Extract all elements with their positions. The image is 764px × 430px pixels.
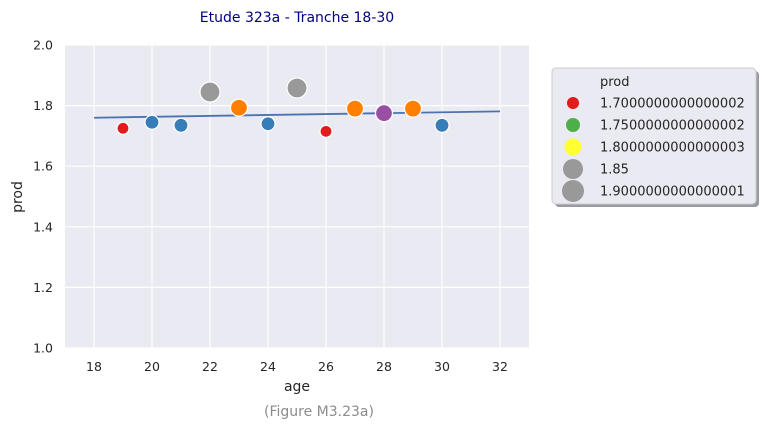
legend-marker (567, 97, 579, 109)
x-tick-label: 20 (144, 359, 160, 374)
data-point (116, 121, 130, 135)
legend-title: prod (600, 75, 630, 90)
legend-label: 1.7500000000000002 (600, 119, 745, 134)
data-point (374, 104, 394, 123)
legend-label: 1.85 (600, 163, 629, 178)
data-point (319, 124, 333, 138)
figure-caption: (Figure M3.23a) (264, 404, 374, 420)
y-tick-labels: 1.0 1.2 1.4 1.6 1.8 2.0 (33, 38, 53, 356)
x-tick-label: 30 (434, 359, 450, 374)
data-point (144, 114, 160, 130)
legend: prod 1.7000000000000002 1.750000000000000… (551, 67, 759, 207)
y-tick-label: 1.2 (33, 280, 53, 295)
legend-label: 1.8000000000000003 (600, 141, 745, 156)
legend-marker (566, 118, 580, 132)
y-tick-label: 1.4 (33, 219, 53, 234)
y-tick-label: 1.8 (33, 98, 53, 113)
x-tick-label: 32 (492, 359, 508, 374)
regression-line-group (93, 110, 501, 119)
legend-label: 1.7000000000000002 (600, 97, 745, 112)
data-point (260, 116, 276, 132)
x-tick-label: 18 (86, 359, 102, 374)
data-point (286, 77, 308, 99)
y-tick-label: 2.0 (33, 38, 53, 53)
legend-marker (564, 138, 582, 156)
data-point (403, 99, 423, 118)
legend-marker (563, 159, 583, 179)
data-point (173, 117, 189, 133)
x-tick-label: 22 (202, 359, 218, 374)
y-axis-label: prod (10, 181, 26, 213)
y-tick-label: 1.6 (33, 159, 53, 174)
legend-label: 1.9000000000000001 (600, 185, 745, 200)
legend-marker (562, 180, 584, 202)
data-point (345, 99, 365, 118)
x-axis-label: age (284, 379, 310, 395)
data-point (199, 81, 221, 103)
legend-box (551, 67, 757, 205)
chart-title: Etude 323a - Tranche 18-30 (200, 10, 394, 26)
y-tick-label: 1.0 (33, 341, 53, 356)
x-tick-label: 28 (376, 359, 392, 374)
points-group (116, 77, 450, 138)
x-tick-labels: 18 20 22 24 26 28 30 32 (86, 359, 508, 374)
regression-line (93, 110, 501, 119)
x-tick-label: 24 (260, 359, 276, 374)
x-tick-label: 26 (318, 359, 334, 374)
data-point (229, 98, 249, 117)
data-point (434, 117, 450, 133)
